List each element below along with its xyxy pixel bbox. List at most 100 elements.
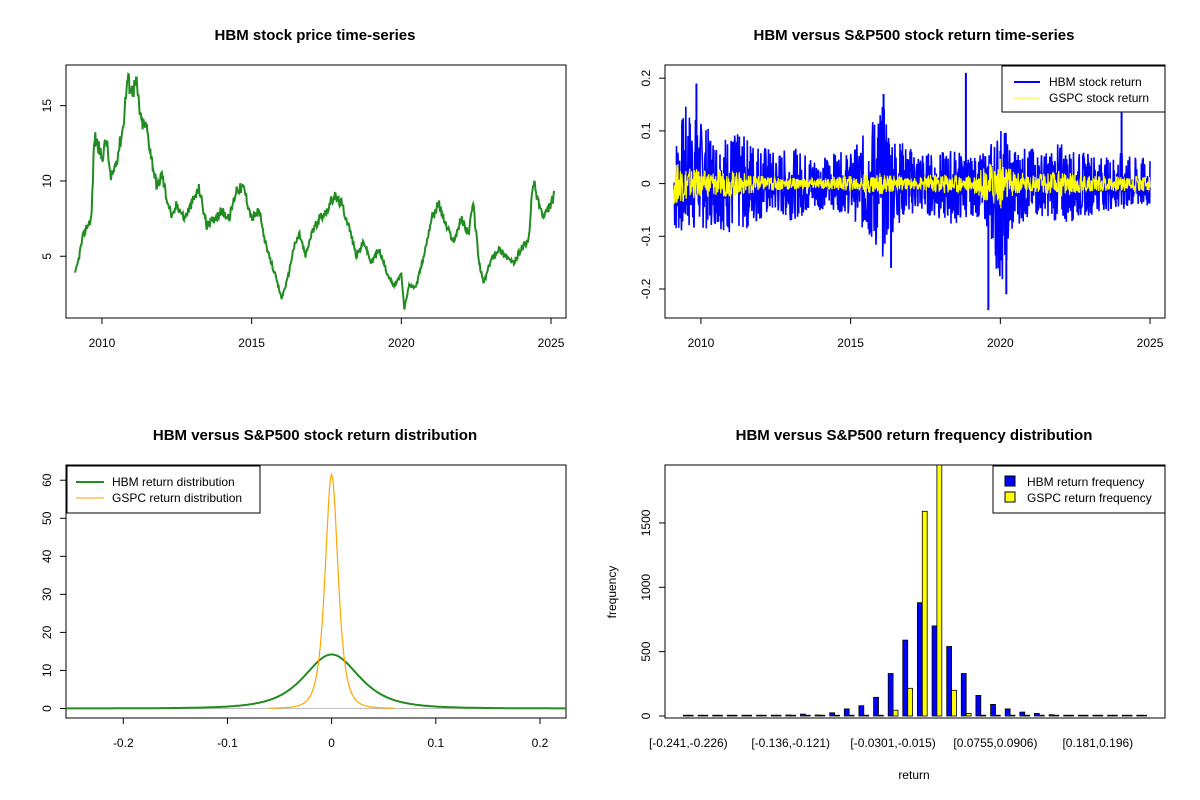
series-line-gspc-density [269, 472, 395, 709]
bar-hbm-frequency [843, 708, 850, 717]
bar-gspc-frequency [1126, 714, 1133, 717]
bar-hbm-frequency [960, 673, 967, 717]
y-axis-label-frequency: frequency [605, 566, 619, 619]
bar-gspc-frequency [936, 464, 943, 717]
bar-hbm-frequency [712, 714, 719, 717]
legend-returns: HBM stock return GSPC stock return [1001, 65, 1166, 113]
bar-hbm-frequency [1092, 714, 1099, 717]
x-tick-label-frequency: [0.0755,0.0906) [953, 736, 1037, 750]
plot-frame-frequency [664, 464, 1166, 719]
bar-hbm-frequency [931, 625, 938, 717]
bar-gspc-frequency [1141, 714, 1147, 717]
bar-hbm-frequency [887, 673, 894, 717]
y-tick-label-distribution: 20 [40, 625, 54, 639]
bar-gspc-frequency [687, 714, 694, 717]
x-tick-label-frequency: [-0.241,-0.226) [649, 736, 728, 750]
bar-hbm-frequency [770, 714, 777, 717]
series-line-hbm-return [673, 106, 1151, 280]
x-tick-label-returns: 2015 [837, 336, 864, 350]
y-tick-label-distribution: 40 [40, 549, 54, 563]
y-tick-label-returns: 0 [639, 180, 653, 187]
y-tick-label-distribution: 30 [40, 587, 54, 601]
y-tick-label-distribution: 60 [40, 473, 54, 487]
panel-frequency: HBM versus S&P500 return frequency distr… [605, 427, 1166, 782]
bar-hbm-frequency [1121, 714, 1128, 717]
bar-hbm-frequency [975, 695, 982, 717]
bar-hbm-frequency [1136, 714, 1143, 717]
legend-swatch-hbm-frequency [1004, 475, 1016, 487]
bar-hbm-frequency [946, 646, 953, 717]
bar-hbm-frequency [785, 714, 792, 717]
bar-hbm-frequency [1077, 714, 1084, 717]
bar-hbm-frequency [873, 696, 879, 717]
plot-frame-distribution [65, 464, 567, 719]
bar-hbm-frequency [1063, 714, 1069, 717]
legend-label-gspc-density: GSPC return distribution [112, 491, 242, 505]
y-tick-label-returns: -0.2 [639, 278, 653, 299]
x-tick-label-price: 2020 [388, 336, 415, 350]
legend-label-hbm-density: HBM return distribution [112, 475, 235, 489]
legend-label-gspc-return: GSPC stock return [1049, 91, 1149, 105]
bar-hbm-frequency [814, 714, 821, 717]
bar-hbm-frequency [1004, 708, 1011, 717]
bar-hbm-frequency [990, 704, 996, 717]
series-line-hbm-price [74, 72, 555, 310]
bar-gspc-frequency [980, 714, 987, 717]
legend-distribution: HBM return distribution GSPC return dist… [66, 465, 261, 514]
bar-gspc-frequency [892, 709, 899, 717]
series-line-gspc-return [673, 158, 1151, 209]
x-tick-label-distribution: -0.2 [113, 736, 134, 750]
bar-gspc-frequency [1038, 714, 1045, 717]
bar-gspc-frequency [1053, 714, 1060, 717]
bar-gspc-frequency [907, 687, 914, 717]
bar-gspc-frequency [965, 713, 972, 717]
x-tick-label-distribution: -0.1 [217, 736, 238, 750]
bar-hbm-frequency [800, 713, 806, 717]
y-tick-label-price: 5 [40, 253, 54, 260]
y-tick-label-price: 10 [40, 174, 54, 188]
x-tick-label-returns: 2020 [987, 336, 1014, 350]
panel-distribution: HBM versus S&P500 stock return distribut… [40, 427, 567, 750]
y-tick-label-returns: 0.1 [639, 122, 653, 139]
series-line-hbm-density [66, 653, 566, 710]
x-tick-label-distribution: 0 [328, 736, 335, 750]
bar-gspc-frequency [921, 510, 928, 717]
bar-gspc-frequency [746, 714, 753, 717]
bar-hbm-frequency [829, 712, 836, 717]
y-tick-label-returns: -0.1 [639, 226, 653, 247]
bar-gspc-frequency [1097, 714, 1104, 717]
x-tick-label-price: 2025 [538, 336, 565, 350]
y-tick-label-distribution: 50 [40, 511, 54, 525]
bar-gspc-frequency [790, 714, 797, 717]
y-tick-label-frequency: 1000 [639, 574, 653, 601]
bar-gspc-frequency [1112, 714, 1118, 717]
y-tick-label-returns: 0.2 [639, 70, 653, 87]
bar-gspc-frequency [1068, 714, 1074, 717]
x-tick-label-frequency: [0.181,0.196) [1062, 736, 1133, 750]
bar-hbm-frequency [1019, 711, 1026, 717]
y-tick-label-frequency: 1500 [639, 509, 653, 536]
bar-gspc-frequency [848, 714, 855, 717]
y-tick-label-distribution: 10 [40, 663, 54, 677]
legend-swatch-gspc-frequency [1004, 491, 1016, 503]
bar-hbm-frequency [1034, 713, 1040, 717]
chart-title-returns: HBM versus S&P500 stock return time-seri… [754, 27, 1075, 44]
x-tick-label-distribution: 0.2 [532, 736, 549, 750]
bar-hbm-frequency [917, 602, 923, 717]
bar-gspc-frequency [819, 714, 826, 717]
panel-returns: HBM versus S&P500 stock return time-seri… [639, 27, 1166, 350]
legend-box-frequency [992, 465, 1166, 514]
y-tick-label-price: 15 [40, 99, 54, 113]
bar-gspc-frequency [951, 689, 957, 717]
legend-label-hbm-return: HBM stock return [1049, 75, 1142, 89]
x-tick-label-returns: 2010 [688, 336, 715, 350]
x-tick-label-price: 2015 [238, 336, 265, 350]
bar-gspc-frequency [878, 714, 884, 717]
chart-title-price: HBM stock price time-series [215, 27, 416, 44]
panel-price: HBM stock price time-series 2010 2015 2020… [40, 27, 567, 350]
y-tick-label-frequency: 500 [639, 641, 653, 661]
bar-hbm-frequency [726, 714, 733, 717]
x-tick-label-returns: 2025 [1137, 336, 1164, 350]
chart-title-frequency: HBM versus S&P500 return frequency distr… [736, 427, 1093, 444]
